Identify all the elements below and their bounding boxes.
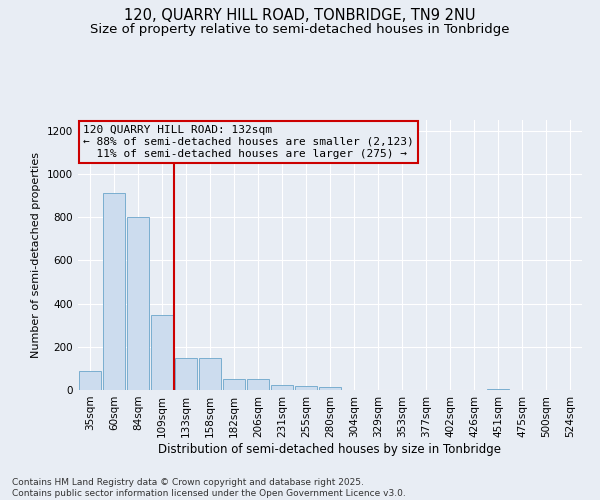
Bar bbox=[271, 384, 293, 390]
Text: Size of property relative to semi-detached houses in Tonbridge: Size of property relative to semi-detach… bbox=[90, 22, 510, 36]
Text: Contains HM Land Registry data © Crown copyright and database right 2025.
Contai: Contains HM Land Registry data © Crown c… bbox=[12, 478, 406, 498]
Text: 120, QUARRY HILL ROAD, TONBRIDGE, TN9 2NU: 120, QUARRY HILL ROAD, TONBRIDGE, TN9 2N… bbox=[124, 8, 476, 22]
Bar bbox=[199, 358, 221, 390]
Bar bbox=[487, 389, 509, 390]
Bar bbox=[79, 370, 101, 390]
Bar bbox=[247, 379, 269, 390]
Bar bbox=[223, 379, 245, 390]
Bar bbox=[319, 387, 341, 390]
Bar bbox=[151, 316, 173, 390]
Bar bbox=[127, 217, 149, 390]
Bar bbox=[175, 358, 197, 390]
Bar bbox=[103, 194, 125, 390]
X-axis label: Distribution of semi-detached houses by size in Tonbridge: Distribution of semi-detached houses by … bbox=[158, 442, 502, 456]
Y-axis label: Number of semi-detached properties: Number of semi-detached properties bbox=[31, 152, 41, 358]
Bar bbox=[295, 386, 317, 390]
Text: 120 QUARRY HILL ROAD: 132sqm
← 88% of semi-detached houses are smaller (2,123)
 : 120 QUARRY HILL ROAD: 132sqm ← 88% of se… bbox=[83, 126, 414, 158]
